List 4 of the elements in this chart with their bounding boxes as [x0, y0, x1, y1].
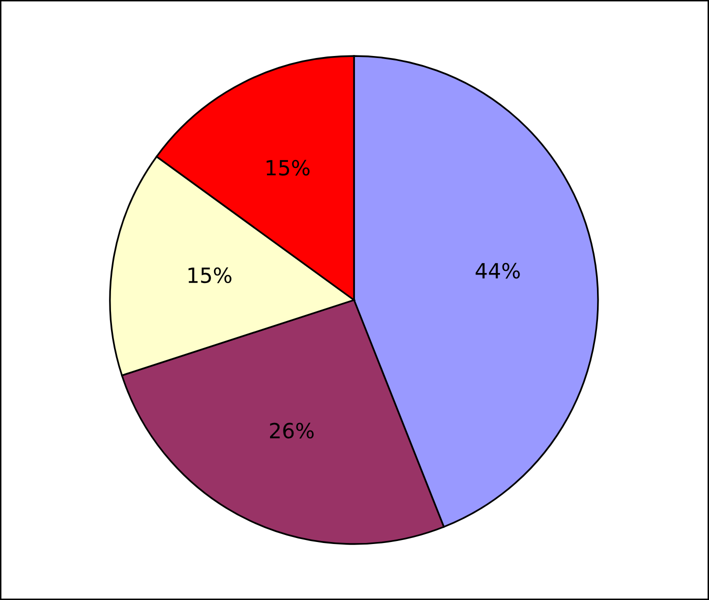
- data-label: 15%: [266, 160, 310, 176]
- data-label: 44%: [476, 262, 520, 279]
- data-label: 26%: [270, 422, 314, 439]
- data-label: 15%: [188, 267, 232, 284]
